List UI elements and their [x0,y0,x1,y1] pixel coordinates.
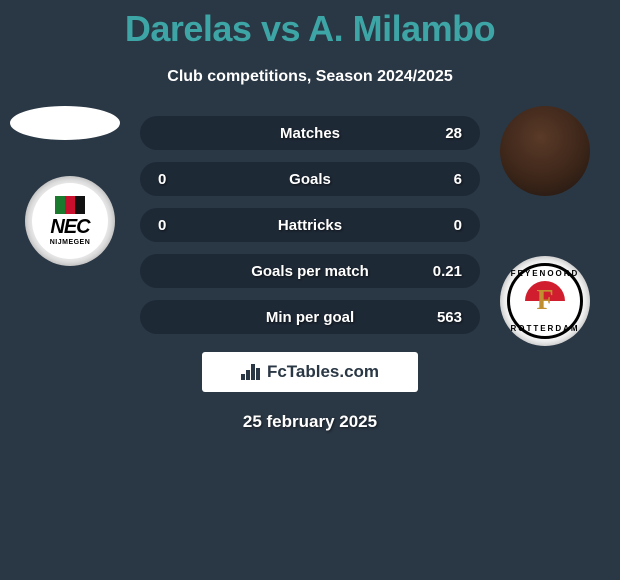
stat-right-value: 0 [454,217,462,234]
stat-row: Goals per match 0.21 [140,254,480,288]
stat-right-value: 28 [445,125,462,142]
player-right-avatar [500,106,590,196]
fctables-text: FcTables.com [267,362,379,382]
badge-left-text: NEC [50,216,89,239]
stat-label: Min per goal [266,309,354,326]
stat-left-value: 0 [158,171,166,188]
fctables-badge: FcTables.com [202,352,418,392]
stat-left-value: 0 [158,217,166,234]
stat-row: Matches 28 [140,116,480,150]
stat-row: 0 Goals 6 [140,162,480,196]
player-left-avatar [10,106,120,140]
stat-right-value: 563 [437,309,462,326]
player-right-club-badge: FEYENOORD F ROTTERDAM [500,256,590,346]
player-left-club-badge: NEC NIJMEGEN [25,176,115,266]
badge-left-sub: NIJMEGEN [50,239,91,246]
stat-right-value: 0.21 [433,263,462,280]
date-label: 25 february 2025 [0,412,620,432]
stat-label: Matches [280,125,340,142]
page-subtitle: Club competitions, Season 2024/2025 [0,68,620,86]
stat-right-value: 6 [454,171,462,188]
badge-right-top: FEYENOORD [511,269,580,278]
badge-right-bottom: ROTTERDAM [510,324,579,333]
page-title: Darelas vs A. Milambo [0,0,620,50]
chart-icon [241,364,261,380]
badge-right-letter: F [525,281,565,321]
stat-label: Goals [289,171,331,188]
stats-container: NEC NIJMEGEN FEYENOORD F ROTTERDAM Match… [0,116,620,432]
stat-row: 0 Hattricks 0 [140,208,480,242]
stat-label: Goals per match [251,263,369,280]
stat-row: Min per goal 563 [140,300,480,334]
stat-label: Hattricks [278,217,342,234]
